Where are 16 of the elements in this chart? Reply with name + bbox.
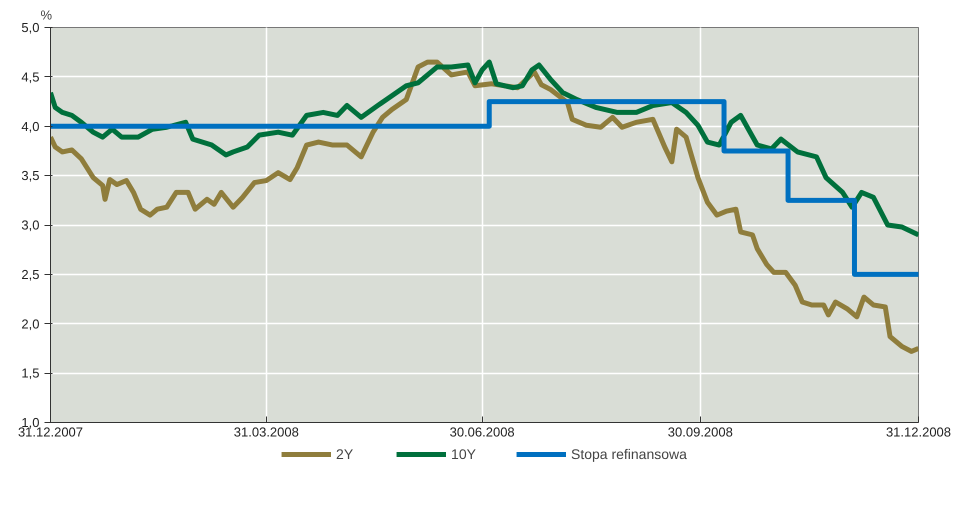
x-tick-label: 30.09.2008 <box>668 424 733 440</box>
x-tick-label: 31.03.2008 <box>234 424 299 440</box>
legend-label: 10Y <box>451 446 476 462</box>
y-axis-title: % <box>40 8 52 22</box>
y-tick-label: 4,5 <box>21 69 40 84</box>
y-tick-label: 1,5 <box>21 366 40 381</box>
legend-label: 2Y <box>336 446 354 462</box>
legend-label: Stopa refinansowa <box>570 446 687 462</box>
x-tick-label: 30.06.2008 <box>450 424 515 440</box>
x-tick-label: 31.12.2008 <box>886 424 952 440</box>
y-tick-label: 3,5 <box>21 168 40 184</box>
y-tick-label: 4,0 <box>21 118 40 134</box>
y-tick-label: 2,5 <box>21 266 40 282</box>
y-tick-label: 2,0 <box>21 316 40 332</box>
y-tick-label: 5,0 <box>21 20 40 35</box>
y-tick-label: 3,0 <box>21 218 40 232</box>
